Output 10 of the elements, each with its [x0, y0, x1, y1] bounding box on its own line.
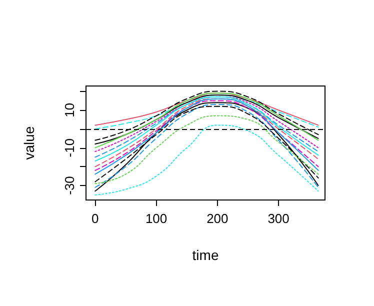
x-tick-label: 0: [92, 211, 99, 226]
x-tick-label: 300: [268, 211, 290, 226]
line-series: [94, 124, 319, 196]
y-axis-title: value: [21, 126, 37, 160]
x-tick-label: 200: [206, 211, 228, 226]
y-tick-label: -10: [62, 138, 77, 158]
y-tick-label: 10: [62, 102, 77, 118]
x-tick-label: 100: [145, 211, 168, 226]
y-tick-label: -30: [62, 176, 77, 195]
x-axis-title: time: [192, 247, 219, 263]
